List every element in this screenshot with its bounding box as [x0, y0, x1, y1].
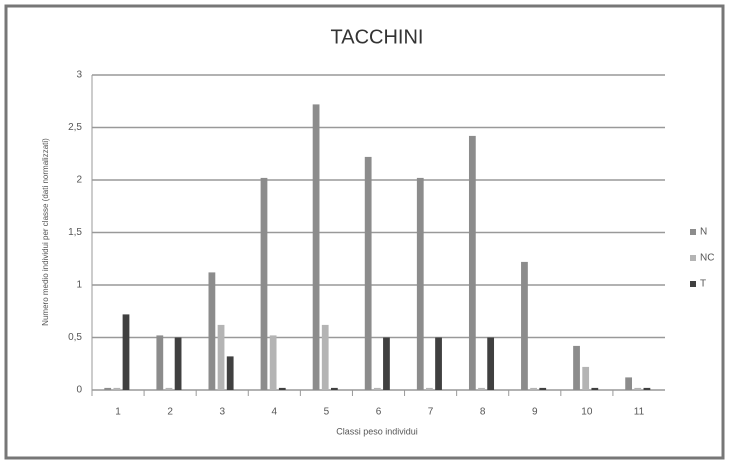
bar: [373, 387, 381, 390]
x-tick-label: 4: [272, 407, 278, 418]
bar: [217, 324, 225, 390]
x-tick-label: 8: [480, 407, 486, 418]
y-tick-label: 3: [76, 70, 82, 81]
y-tick-label: 2: [76, 175, 82, 186]
bar: [165, 387, 173, 390]
bar: [573, 345, 580, 390]
y-axis-label: Numero medio individui per classe (dati …: [41, 138, 50, 326]
bar: [208, 272, 216, 390]
x-tick-label: 6: [376, 407, 382, 418]
legend-label: N: [700, 227, 707, 238]
bar: [226, 356, 234, 390]
bar: [364, 156, 372, 390]
x-axis-label: Classi peso individui: [336, 426, 418, 436]
bar: [260, 177, 268, 390]
bar: [416, 177, 424, 390]
legend-swatch: [690, 281, 696, 287]
legend-swatch: [690, 229, 696, 235]
x-tick-label: 11: [634, 407, 645, 418]
y-tick-label: 0,5: [68, 332, 82, 343]
chart-title: TACCHINI: [331, 26, 424, 48]
legend-label: NC: [700, 253, 714, 264]
bar: [174, 337, 182, 390]
bar: [278, 387, 286, 390]
bar: [426, 387, 433, 390]
bar: [435, 337, 442, 390]
bar: [625, 377, 633, 390]
x-tick-label: 9: [532, 407, 538, 418]
bar: [113, 387, 121, 390]
bar: [521, 261, 528, 390]
bar: [468, 135, 476, 390]
bar: [643, 387, 651, 390]
bar: [122, 314, 130, 390]
x-tick-label: 3: [219, 407, 225, 418]
y-tick-label: 2,5: [68, 122, 82, 133]
x-tick-label: 7: [428, 407, 434, 418]
x-tick-label: 5: [324, 407, 330, 418]
bar: [321, 324, 329, 390]
bar: [330, 387, 338, 390]
bar: [156, 335, 164, 390]
legend-swatch: [690, 255, 696, 261]
bar: [383, 337, 390, 390]
bar: [539, 387, 547, 390]
bar: [591, 387, 599, 390]
bar: [478, 387, 485, 390]
y-tick-label: 1: [76, 280, 82, 291]
bar: [312, 104, 320, 391]
legend-label: T: [700, 279, 706, 290]
x-tick-label: 1: [115, 407, 121, 418]
bar: [487, 337, 495, 390]
y-tick-label: 1,5: [68, 227, 82, 238]
bar: [530, 387, 537, 390]
bar: [582, 366, 590, 390]
bar: [104, 387, 112, 390]
x-tick-label: 10: [581, 407, 593, 418]
y-tick-label: 0: [76, 385, 82, 396]
x-tick-label: 2: [167, 407, 173, 418]
bar: [269, 335, 277, 390]
bar: [634, 387, 642, 390]
